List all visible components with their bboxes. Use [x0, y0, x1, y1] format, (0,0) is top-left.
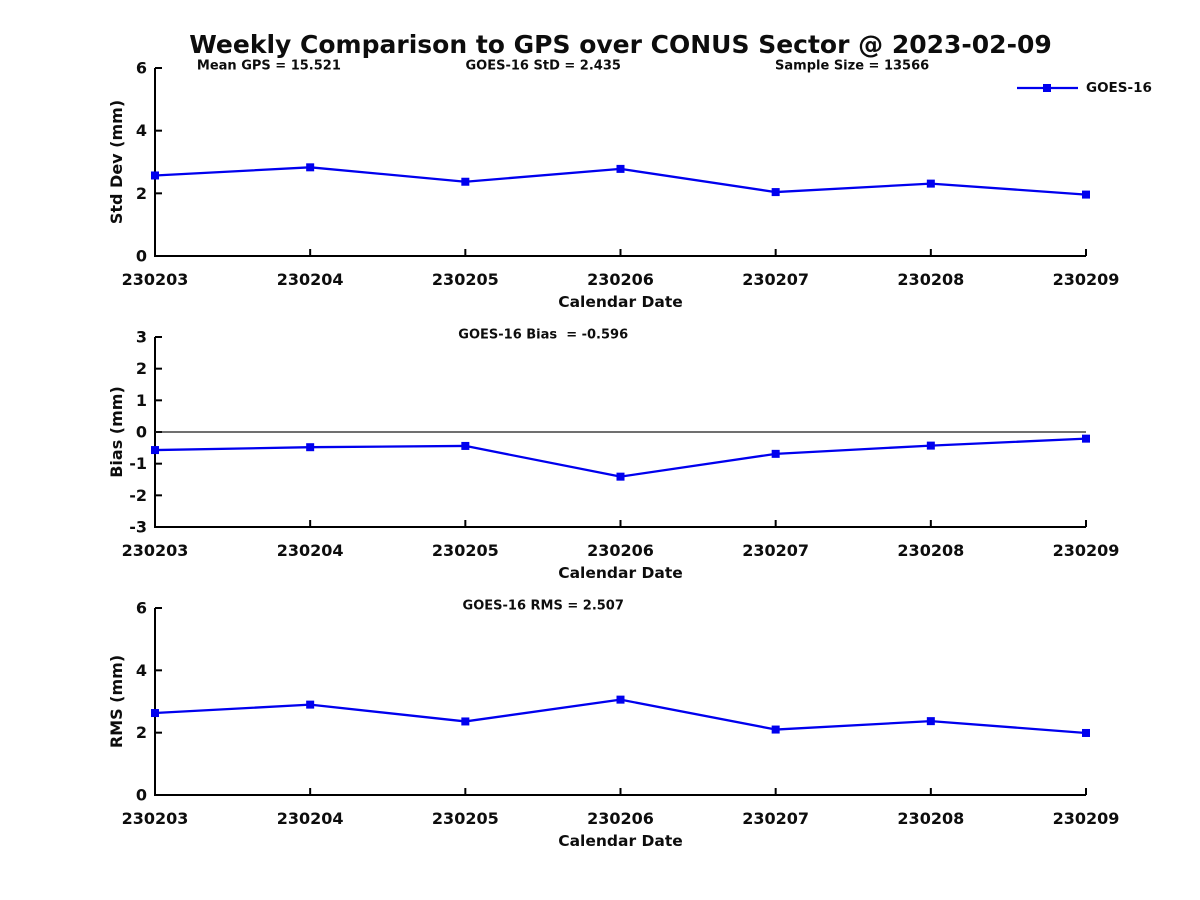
chart-title: Weekly Comparison to GPS over CONUS Sect…: [189, 30, 1052, 59]
x-tick-label: 230204: [277, 809, 344, 828]
data-point-marker: [1082, 728, 1090, 737]
x-tick-label: 230205: [432, 541, 499, 560]
y-tick-label: -1: [129, 454, 147, 473]
data-point-marker: [1082, 434, 1090, 443]
data-point-marker: [1082, 190, 1090, 199]
y-tick-label: 0: [136, 786, 147, 805]
x-axis-label: Calendar Date: [558, 564, 683, 582]
x-tick-label: 230209: [1053, 541, 1120, 560]
stat-annotation: GOES-16 Bias = -0.596: [458, 328, 628, 343]
x-axis-label: Calendar Date: [558, 832, 683, 850]
y-tick-label: 0: [136, 247, 147, 266]
x-tick-label: 230204: [277, 541, 344, 560]
stat-annotation: Sample Size = 13566: [775, 59, 929, 74]
y-tick-label: 6: [136, 59, 147, 78]
y-tick-label: 3: [136, 328, 147, 347]
data-point-marker: [771, 725, 780, 734]
x-tick-label: 230205: [432, 809, 499, 828]
data-point-marker: [616, 164, 625, 173]
y-axis-label: RMS (mm): [107, 655, 126, 748]
x-tick-label: 230208: [897, 270, 964, 289]
legend-marker: [1043, 84, 1051, 92]
subplot-rms: 0 2 4 6 230203 230204 230205 230206 230207 230208…: [107, 599, 1119, 851]
x-tick-label: 230205: [432, 270, 499, 289]
y-tick-label: 0: [136, 423, 147, 442]
data-point-marker: [306, 443, 315, 452]
series-line-goes-16: [154, 437, 1087, 478]
data-point-marker: [926, 717, 935, 726]
stat-annotation: GOES-16 StD = 2.435: [466, 59, 621, 74]
data-point-marker: [461, 441, 470, 450]
data-point-marker: [306, 163, 315, 172]
data-point-marker: [461, 177, 470, 186]
x-tick-label: 230204: [277, 270, 344, 289]
y-axis-label: Bias (mm): [107, 386, 126, 478]
x-tick-label: 230206: [587, 270, 654, 289]
y-tick-label: 4: [136, 661, 147, 680]
data-point-marker: [616, 472, 625, 481]
x-tick-label: 230206: [587, 809, 654, 828]
subplot-std-dev: 0 2 4 6 230203 230204 230205 230206 230207 230208…: [107, 59, 1152, 312]
x-tick-label: 230209: [1053, 270, 1120, 289]
data-point-marker: [926, 441, 935, 450]
legend-label: GOES-16: [1086, 80, 1152, 96]
y-tick-label: 2: [136, 184, 147, 203]
y-tick-label: 6: [136, 599, 147, 618]
stat-annotation: Mean GPS = 15.521: [197, 59, 341, 74]
subplot-bias: -3 -2 -1 0 1 2 3 230203 230204 230205 230206 230207…: [107, 328, 1119, 583]
data-point-marker: [771, 449, 780, 458]
x-axis-label: Calendar Date: [558, 293, 683, 311]
y-tick-label: 1: [136, 391, 147, 410]
data-point-marker: [616, 695, 625, 704]
x-tick-label: 230203: [122, 809, 189, 828]
x-tick-label: 230207: [742, 809, 809, 828]
y-tick-label: -2: [129, 486, 147, 505]
x-tick-label: 230206: [587, 541, 654, 560]
series-line-goes-16: [154, 698, 1087, 735]
x-tick-label: 230203: [122, 541, 189, 560]
data-point-marker: [151, 709, 159, 718]
x-tick-label: 230207: [742, 270, 809, 289]
x-tick-label: 230208: [897, 809, 964, 828]
data-point-marker: [151, 171, 159, 180]
y-tick-label: 4: [136, 121, 147, 140]
x-tick-label: 230203: [122, 270, 189, 289]
x-tick-label: 230208: [897, 541, 964, 560]
y-tick-label: 2: [136, 359, 147, 378]
y-tick-label: -3: [129, 518, 147, 537]
data-point-marker: [461, 717, 470, 726]
x-tick-label: 230209: [1053, 809, 1120, 828]
data-point-marker: [926, 179, 935, 188]
data-point-marker: [771, 188, 780, 197]
data-point-marker: [151, 446, 159, 455]
y-tick-label: 2: [136, 723, 147, 742]
stat-annotation: GOES-16 RMS = 2.507: [463, 599, 624, 614]
legend: GOES-16: [1017, 80, 1152, 96]
x-tick-label: 230207: [742, 541, 809, 560]
y-axis-label: Std Dev (mm): [107, 100, 126, 224]
data-point-marker: [306, 700, 315, 709]
